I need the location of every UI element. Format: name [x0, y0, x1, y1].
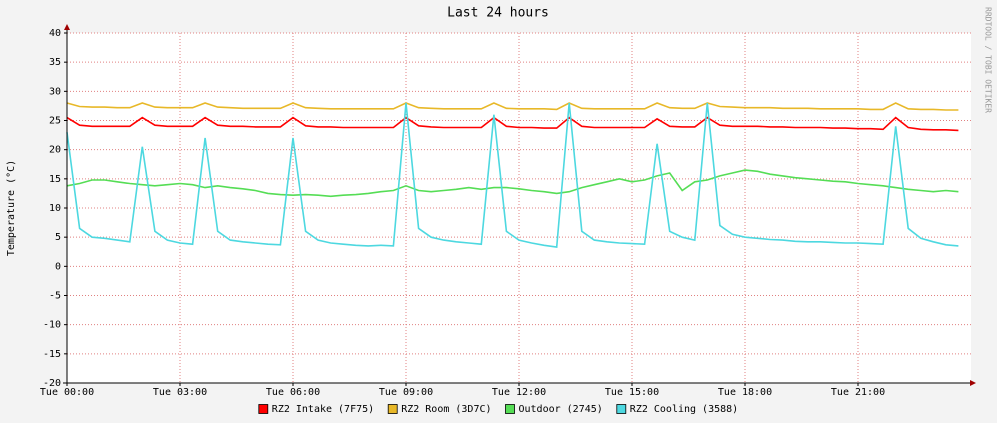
- y-tick-label: 15: [49, 174, 61, 185]
- series-line: [66, 169, 959, 198]
- legend-item: Outdoor (2745): [505, 404, 603, 415]
- legend-swatch: [616, 404, 627, 414]
- grid: [64, 32, 971, 386]
- y-tick-label: -10: [43, 320, 61, 331]
- series-line: [66, 102, 959, 111]
- legend-item: RZ2 Intake (7F75): [258, 404, 374, 415]
- legend-item: RZ2 Room (3D7C): [387, 404, 492, 415]
- y-tick-label: -20: [43, 378, 61, 389]
- legend: RZ2 Intake (7F75) RZ2 Room (3D7C) Outdoor …: [258, 404, 738, 415]
- y-tick-label: 10: [49, 203, 61, 214]
- watermark: RRDTOOL / TOBI OETIKER: [984, 7, 993, 113]
- y-tick-label: 30: [49, 86, 61, 97]
- y-tick-label: -5: [49, 291, 61, 302]
- x-axis-arrow: [970, 380, 976, 386]
- x-tick-label: Tue 18:00: [718, 387, 772, 398]
- x-tick-label: Tue 21:00: [831, 387, 885, 398]
- x-tick-label: Tue 09:00: [379, 387, 433, 398]
- y-tick-label: 35: [49, 57, 61, 68]
- x-tick-label: Tue 00:00: [40, 387, 94, 398]
- legend-swatch: [258, 404, 269, 414]
- legend-swatch: [505, 404, 515, 414]
- series-line: [66, 102, 959, 249]
- legend-swatch: [387, 404, 398, 414]
- y-tick-label: 0: [55, 261, 61, 272]
- y-axis-arrow: [64, 24, 70, 30]
- legend-label: Outdoor (2745): [519, 404, 603, 415]
- x-tick-label: Tue 12:00: [492, 387, 546, 398]
- y-tick-label: -15: [43, 349, 61, 360]
- legend-item: RZ2 Cooling (3588): [616, 404, 738, 415]
- chart-title: Last 24 hours: [447, 6, 549, 21]
- y-tick-label: 5: [55, 232, 61, 243]
- legend-label: RZ2 Intake (7F75): [272, 404, 374, 415]
- y-tick-label: 20: [49, 145, 61, 156]
- legend-label: RZ2 Room (3D7C): [401, 404, 491, 415]
- y-axis-label: Temperature (°C): [6, 160, 17, 256]
- legend-label: RZ2 Cooling (3588): [630, 404, 738, 415]
- x-tick-label: Tue 15:00: [605, 387, 659, 398]
- x-tick-label: Tue 03:00: [153, 387, 207, 398]
- y-tick-label: 25: [49, 116, 61, 127]
- x-tick-label: Tue 06:00: [266, 387, 320, 398]
- plot: [66, 102, 959, 249]
- y-tick-label: 40: [49, 28, 61, 39]
- series-line: [66, 116, 959, 132]
